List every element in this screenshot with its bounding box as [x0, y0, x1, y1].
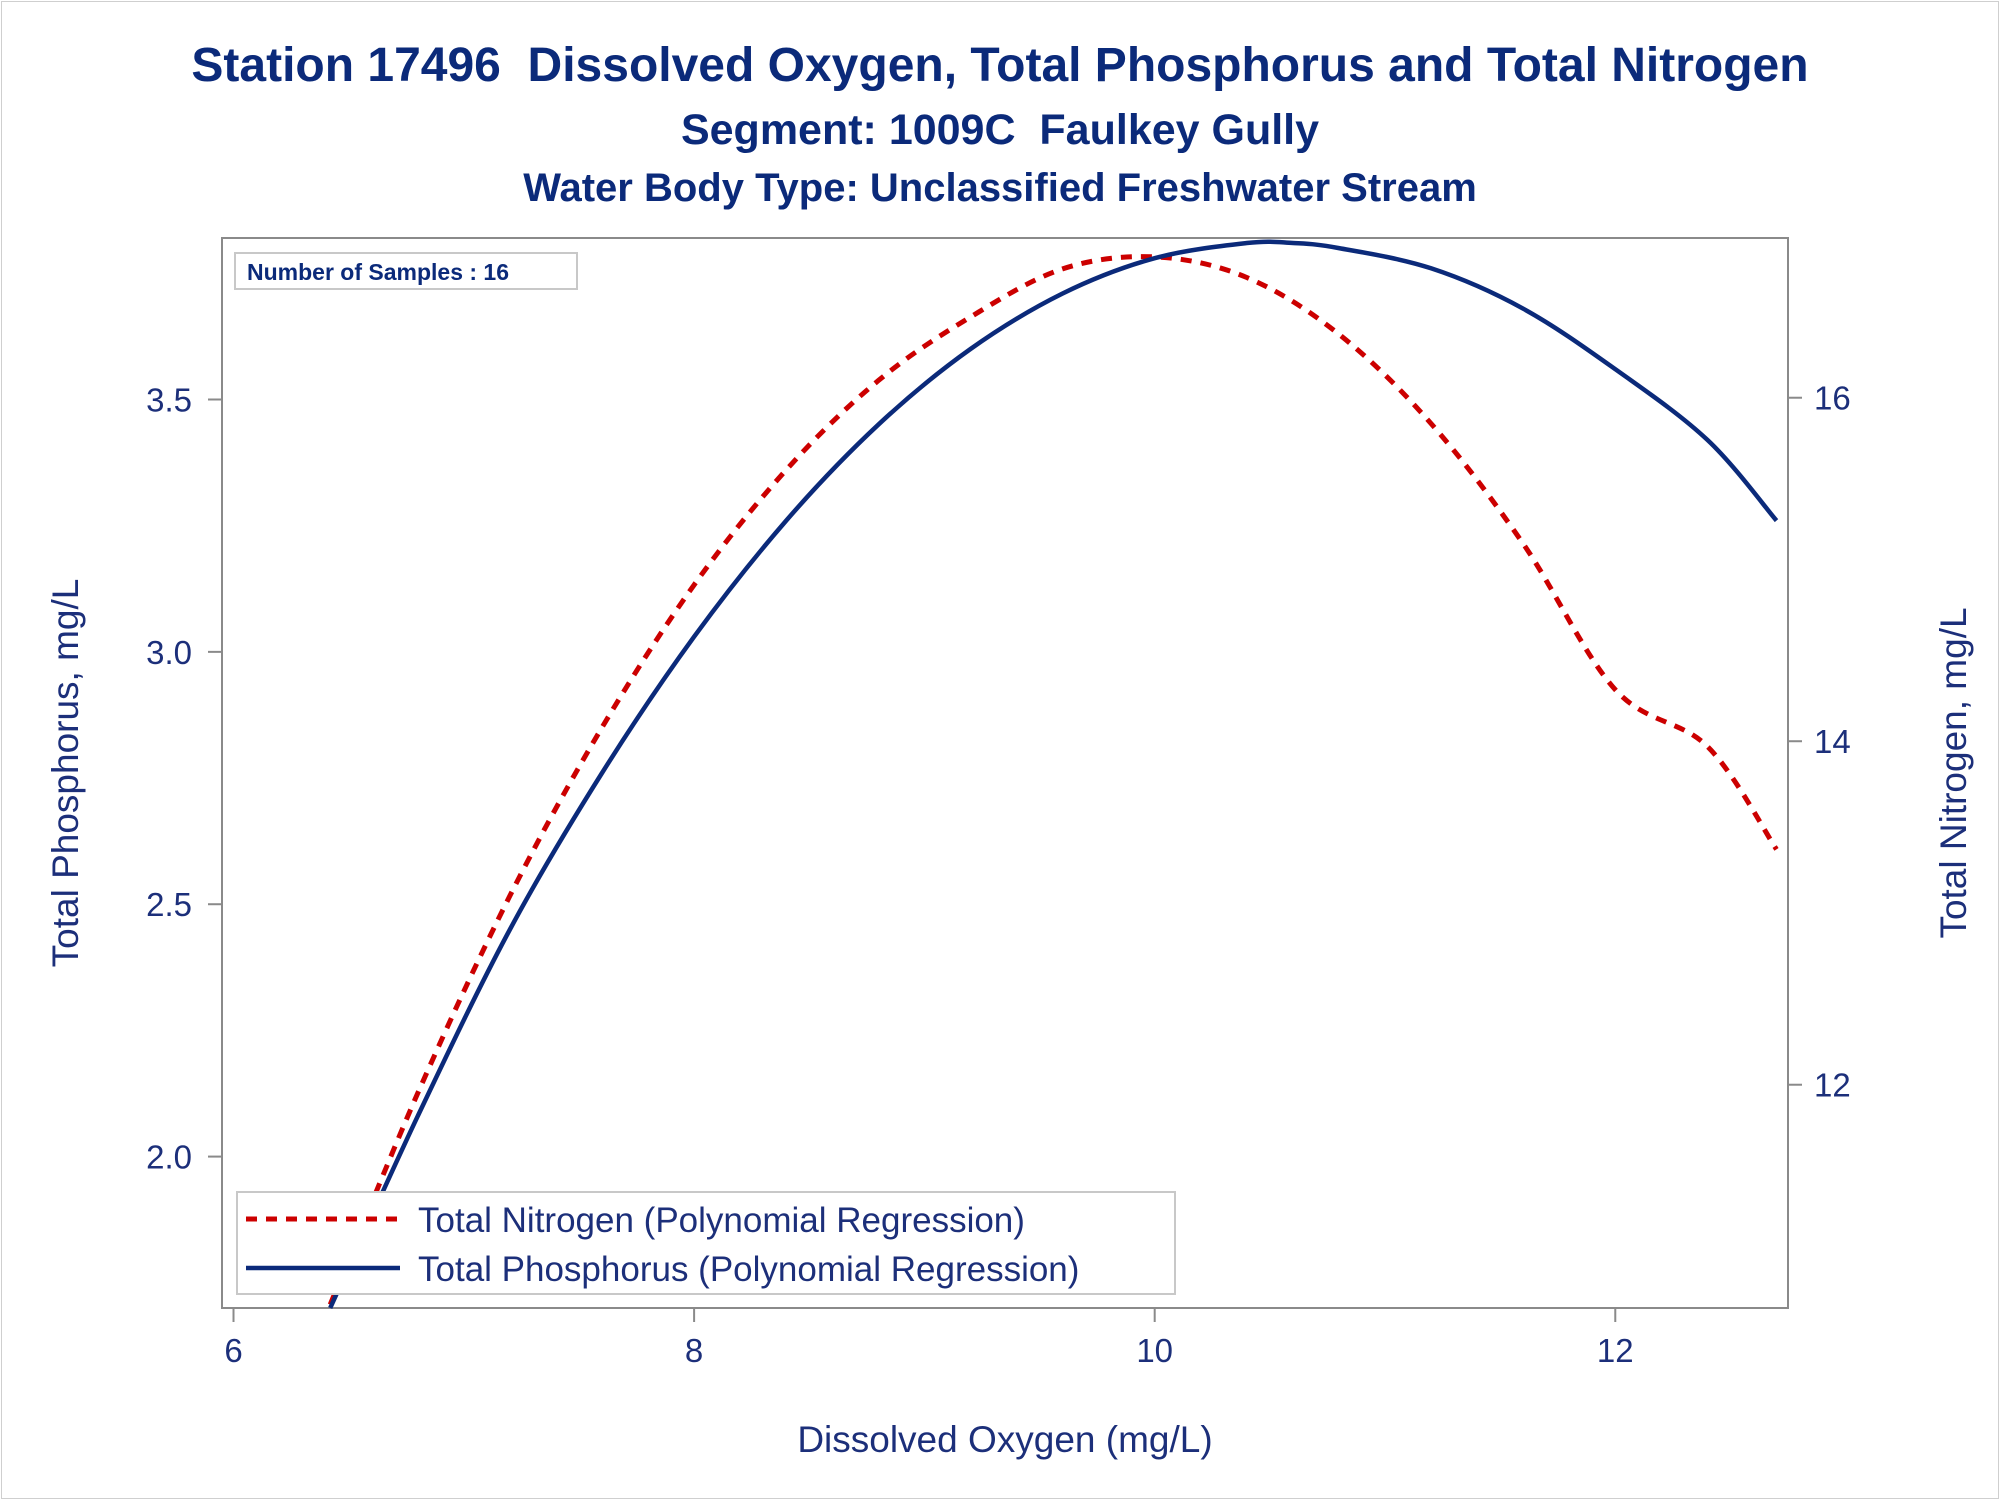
legend-label-total-nitrogen: Total Nitrogen (Polynomial Regression) — [418, 1201, 1025, 1240]
series-line-total-phosphorus — [328, 239, 1779, 1309]
chart-subtitle-2: Water Body Type: Unclassified Freshwater… — [523, 166, 1477, 210]
x-tick-label: 6 — [224, 1332, 242, 1369]
x-axis-label: Dissolved Oxygen (mg/L) — [797, 1419, 1212, 1460]
y-axis-label: Total Phosphorus, mg/L — [45, 579, 86, 968]
y2-tick-label: 14 — [1814, 723, 1851, 760]
chart-title: Station 17496 Dissolved Oxygen, Total Ph… — [191, 39, 1809, 92]
y2-tick-label: 12 — [1814, 1067, 1851, 1104]
legend-label-total-phosphorus: Total Phosphorus (Polynomial Regression) — [418, 1250, 1079, 1289]
y-tick-label: 3.5 — [146, 382, 192, 419]
y-tick-label: 3.0 — [146, 634, 192, 671]
plot-area-border — [221, 237, 1789, 1309]
y-tick-label: 2.0 — [146, 1139, 192, 1176]
legend-box — [236, 1191, 1176, 1295]
series-line-total-nitrogen — [327, 254, 1779, 1306]
y2-tick-label: 16 — [1814, 380, 1851, 417]
x-tick-label: 10 — [1136, 1332, 1173, 1369]
y-tick-label: 2.5 — [146, 886, 192, 923]
chart-subtitle: Segment: 1009C Faulkey Gully — [680, 106, 1320, 154]
sample-count-box — [234, 252, 578, 290]
x-tick-label: 12 — [1597, 1332, 1634, 1369]
x-tick-label: 8 — [685, 1332, 703, 1369]
y2-axis-label: Total Nitrogen, mg/L — [1933, 607, 1974, 938]
sample-count-text: Number of Samples : 16 — [247, 259, 509, 285]
